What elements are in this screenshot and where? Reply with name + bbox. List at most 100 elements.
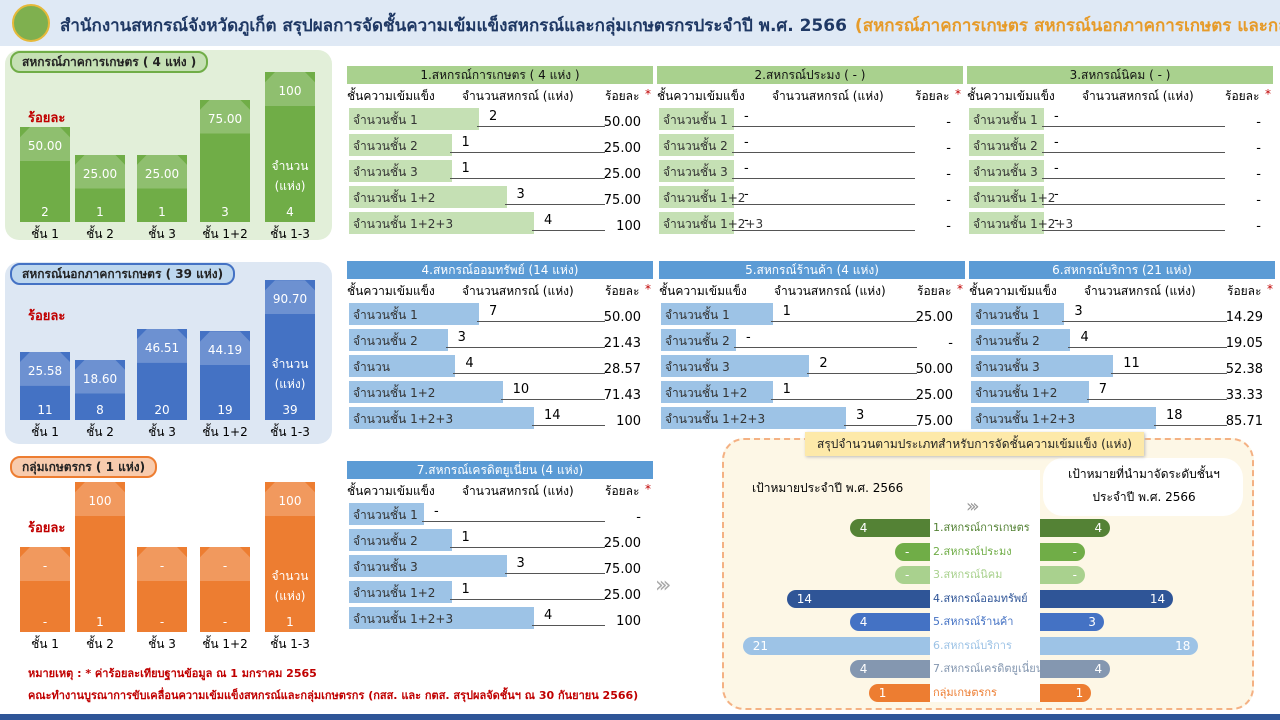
category-name: 2.สหกรณ์ประมง — [933, 544, 1012, 558]
row-bar — [349, 581, 452, 603]
row-line — [1086, 399, 1227, 400]
asterisk: * — [957, 282, 963, 296]
count-value: 1 — [96, 205, 104, 219]
row-label: จำนวนชั้น 2 — [353, 139, 418, 153]
bar-cap — [20, 351, 70, 386]
row-line — [732, 152, 915, 153]
percent-value: 25.00 — [144, 166, 180, 181]
table-header: จำนวนสหกรณ์ (แห่ง) — [462, 89, 574, 103]
category-label: ชั้น 3 — [148, 637, 176, 651]
table-header: ชั้นความเข้มแข็ง — [659, 284, 747, 298]
count-label: (แห่ง) — [274, 179, 306, 193]
bar — [137, 154, 187, 222]
row-line — [500, 399, 605, 400]
arrow-icon: ››› — [655, 573, 672, 598]
bar — [200, 99, 250, 222]
logo — [12, 4, 50, 42]
row-count: 1 — [782, 382, 791, 397]
graded-value: 4 — [1094, 521, 1103, 535]
row-bar — [349, 186, 507, 208]
count-label: จำนวน — [271, 357, 309, 371]
target-value: 4 — [859, 615, 868, 629]
table-header: ชั้นความเข้มแข็ง — [657, 89, 745, 103]
row-count: - — [744, 109, 749, 124]
row-count: 3 — [516, 187, 525, 202]
row-label: จำนวนชั้น 1+2 — [353, 191, 436, 205]
row-label: จำนวนชั้น 1+2+3 — [353, 217, 454, 231]
category-label: ชั้น 1+2 — [202, 425, 248, 439]
row-label: จำนวนชั้น 3 — [353, 560, 418, 574]
row-label: จำนวนชั้น 1+2+3 — [665, 412, 766, 426]
category-label: ชั้น 1 — [31, 227, 59, 241]
row-count: 11 — [1123, 356, 1140, 371]
bar-cap — [137, 328, 187, 363]
bar — [20, 127, 70, 222]
target-bar — [868, 683, 930, 702]
table-header: ร้อยละ — [1227, 284, 1262, 298]
target-value: 4 — [859, 521, 868, 535]
count-value: 20 — [154, 403, 170, 417]
count-value: - — [222, 615, 228, 629]
row-label: จำนวนชั้น 1 — [665, 308, 730, 322]
target-bar — [849, 613, 930, 631]
graded-value: - — [1072, 544, 1077, 559]
row-percent: 25.00 — [603, 536, 641, 551]
row-bar — [349, 355, 456, 377]
bar — [137, 547, 187, 632]
row-bar — [971, 381, 1089, 403]
category-label: ชั้น 3 — [148, 425, 176, 439]
row-bar — [971, 355, 1114, 377]
row-bar — [969, 108, 1044, 130]
row-bar — [659, 108, 734, 130]
row-line — [449, 547, 605, 548]
row-line — [532, 425, 605, 426]
count-label: (แห่ง) — [274, 377, 306, 391]
title-highlight: (สหกรณ์ภาคการเกษตร สหกรณ์นอกภาคการเกษตร … — [854, 16, 1280, 36]
count-value: 1 — [286, 615, 294, 629]
category-label: ชั้น 1-3 — [270, 425, 310, 439]
row-line — [422, 521, 605, 522]
row-bar — [659, 160, 734, 182]
row-percent: 100 — [616, 219, 641, 234]
asterisk: * — [645, 482, 651, 496]
row-count: 14 — [544, 408, 561, 423]
percent-value: 100 — [88, 494, 112, 508]
percent-value: 100 — [278, 84, 302, 98]
row-label: จำนวนชั้น 1+2 — [353, 386, 436, 400]
category-name: 3.สหกรณ์นิคม — [933, 568, 1003, 581]
row-line — [807, 373, 917, 374]
table-header: ร้อยละ — [917, 284, 952, 298]
target-bar — [786, 589, 930, 608]
bar — [265, 72, 315, 222]
row-percent: 100 — [616, 414, 641, 429]
table-header: ร้อยละ — [605, 484, 640, 498]
target-value: - — [905, 544, 910, 559]
target-value: 21 — [752, 638, 768, 653]
summary-heading: เป้าหมายที่นำมาจัดระดับชั้นฯ — [1068, 467, 1220, 481]
table-title: 1.สหกรณ์การเกษตร ( 4 แห่ง ) — [347, 66, 653, 84]
category-label: ชั้น 1-3 — [270, 637, 310, 651]
row-percent: 25.00 — [915, 310, 953, 325]
panel-label: สหกรณ์ภาคการเกษตร ( 4 แห่ง ) — [10, 51, 209, 73]
category-name: กลุ่มเกษตรกร — [933, 685, 997, 699]
table-title: 3.สหกรณ์นิคม ( - ) — [967, 66, 1273, 84]
row-count: 4 — [544, 608, 553, 623]
row-label: จำนวนชั้น 1+2+3 — [663, 217, 764, 231]
row-bar — [661, 407, 846, 429]
bar — [265, 280, 315, 420]
row-line — [1042, 230, 1225, 231]
row-count: 7 — [489, 304, 498, 319]
row-line — [844, 425, 917, 426]
row-line — [532, 230, 605, 231]
row-percent: - — [946, 193, 951, 208]
row-line — [532, 625, 605, 626]
row-percent: - — [946, 141, 951, 156]
category-name: 7.สหกรณ์เครดิตยูเนี่ยน — [933, 662, 1044, 675]
graded-bar — [1040, 519, 1111, 537]
row-percent: 25.00 — [603, 588, 641, 603]
row-label: จำนวนชั้น 3 — [973, 165, 1038, 179]
row-count: - — [744, 213, 749, 228]
bar — [200, 331, 250, 420]
row-label: จำนวนชั้น 2 — [663, 139, 728, 153]
row-bar — [349, 303, 479, 325]
